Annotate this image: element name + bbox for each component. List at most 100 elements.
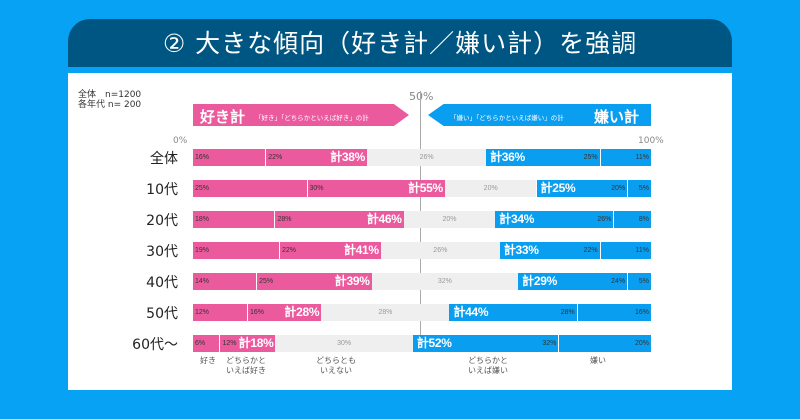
data-label: 12% bbox=[222, 340, 237, 347]
dislike-total-label: 計44% bbox=[453, 305, 489, 319]
dislike-total-label: 計25% bbox=[540, 181, 576, 195]
data-label: 26% bbox=[597, 216, 612, 223]
legend-label: 好き bbox=[200, 356, 216, 365]
bar-segment: 25% bbox=[257, 273, 372, 290]
data-label: 26% bbox=[419, 154, 434, 161]
data-label: 28% bbox=[277, 216, 292, 223]
like-banner-title: 好き計 bbox=[200, 108, 246, 126]
bar-segment: 20% bbox=[559, 335, 651, 352]
bar-segment: 6% bbox=[193, 335, 221, 352]
legend-label: どちらかと いえば好き bbox=[226, 356, 266, 375]
chart-card: 全体 n=1200 各年代 n= 200 好き計 「好き」「どちらかといえば好き… bbox=[68, 73, 732, 390]
data-label: 16% bbox=[249, 309, 264, 316]
note-total: 全体 n=1200 bbox=[78, 90, 142, 100]
row-label: 50代 bbox=[146, 306, 178, 322]
data-label: 8% bbox=[638, 216, 649, 223]
data-label: 25% bbox=[583, 154, 598, 161]
bar-segment: 32% bbox=[371, 273, 519, 290]
bar-segment: 12% bbox=[220, 335, 276, 352]
bar-segment: 5% bbox=[628, 273, 651, 290]
dislike-banner-title: 嫌い計 bbox=[593, 108, 639, 126]
data-label: 20% bbox=[483, 185, 498, 192]
data-label: 30% bbox=[337, 340, 352, 347]
tick-100: 100% bbox=[638, 136, 664, 146]
like-total-label: 計28% bbox=[284, 305, 320, 319]
data-label: 16% bbox=[634, 309, 649, 316]
bar-segment: 30% bbox=[307, 180, 445, 197]
page-title: ② 大きな傾向（好き計／嫌い計）を強調 bbox=[68, 19, 732, 67]
data-label: 5% bbox=[638, 185, 649, 192]
bar-segment: 22% bbox=[280, 242, 381, 259]
data-label: 32% bbox=[437, 278, 452, 285]
data-label: 18% bbox=[195, 216, 210, 223]
row-label: 60代～ bbox=[132, 337, 178, 353]
bar-segment: 20% bbox=[403, 211, 496, 228]
bar-segment: 32% bbox=[412, 335, 560, 352]
row-label: 20代 bbox=[146, 213, 178, 229]
bar-segment: 11% bbox=[600, 242, 651, 259]
like-banner-sub: 「好き」「どちらかといえば好き」の計 bbox=[255, 114, 369, 122]
data-label: 30% bbox=[309, 185, 324, 192]
data-label: 25% bbox=[195, 185, 210, 192]
dislike-total-label: 計33% bbox=[503, 243, 539, 257]
like-total-label: 計18% bbox=[238, 336, 274, 350]
data-label: 20% bbox=[442, 216, 457, 223]
data-label: 28% bbox=[378, 309, 393, 316]
bar-segment: 12% bbox=[193, 304, 248, 321]
data-label: 28% bbox=[560, 309, 575, 316]
row-label: 全体 bbox=[150, 151, 178, 167]
legend-label: どちらとも いえない bbox=[316, 356, 356, 375]
data-label: 14% bbox=[195, 278, 210, 285]
bar-segment: 16% bbox=[577, 304, 651, 321]
data-label: 22% bbox=[268, 154, 283, 161]
legend-label: どちらかと いえば嫌い bbox=[468, 356, 508, 375]
data-label: 5% bbox=[638, 278, 649, 285]
dislike-total-label: 計52% bbox=[416, 336, 452, 350]
bar-segment: 20% bbox=[536, 180, 629, 197]
data-label: 24% bbox=[611, 278, 626, 285]
bar-segment: 19% bbox=[193, 242, 281, 259]
bar-segment: 11% bbox=[600, 149, 651, 166]
bar-segment: 20% bbox=[444, 180, 537, 197]
data-label: 11% bbox=[635, 154, 649, 161]
dislike-total-label: 計29% bbox=[522, 274, 557, 288]
data-label: 26% bbox=[433, 247, 448, 254]
bar-segment: 28% bbox=[449, 304, 578, 321]
data-label: 16% bbox=[195, 154, 210, 161]
legend-label: 嫌い bbox=[590, 356, 606, 365]
bar-segment: 24% bbox=[518, 273, 629, 290]
like-total-label: 計39% bbox=[334, 274, 370, 288]
note-age: 各年代 n= 200 bbox=[78, 100, 142, 110]
dislike-total-label: 計34% bbox=[499, 212, 535, 226]
data-label: 32% bbox=[542, 340, 557, 347]
data-label: 20% bbox=[611, 185, 626, 192]
dislike-total-label: 計36% bbox=[490, 150, 525, 164]
bar-segment: 26% bbox=[380, 242, 500, 259]
data-label: 12% bbox=[195, 309, 210, 316]
data-label: 25% bbox=[259, 278, 274, 285]
data-label: 19% bbox=[195, 247, 210, 254]
bar-segment: 28% bbox=[275, 211, 404, 228]
tick-0: 0% bbox=[173, 136, 188, 146]
data-label: 6% bbox=[195, 340, 206, 347]
bar-segment: 16% bbox=[193, 149, 267, 166]
bar-segment: 18% bbox=[193, 211, 276, 228]
row-label: 30代 bbox=[146, 244, 178, 260]
like-total-label: 計55% bbox=[408, 181, 443, 195]
sample-size-note: 全体 n=1200 各年代 n= 200 bbox=[78, 90, 141, 110]
like-total-label: 計46% bbox=[366, 212, 402, 226]
bar-segment: 16% bbox=[247, 304, 322, 321]
bar-segment: 30% bbox=[275, 335, 413, 352]
like-total-label: 計38% bbox=[330, 150, 366, 164]
bar-segment: 25% bbox=[486, 149, 601, 166]
bar-segment: 5% bbox=[628, 180, 651, 197]
bar-segment: 8% bbox=[614, 211, 651, 228]
bar-segment: 14% bbox=[193, 273, 258, 290]
like-total-label: 計41% bbox=[343, 243, 379, 257]
bar-segment: 26% bbox=[495, 211, 615, 228]
like-total-banner: 好き計 「好き」「どちらかといえば好き」の計 bbox=[193, 104, 409, 126]
bar-segment: 28% bbox=[321, 304, 450, 321]
dislike-total-banner: 「嫌い」「どちらかといえば嫌い」の計 嫌い計 bbox=[428, 104, 651, 126]
data-label: 11% bbox=[635, 247, 649, 254]
bar-segment: 26% bbox=[367, 149, 487, 166]
